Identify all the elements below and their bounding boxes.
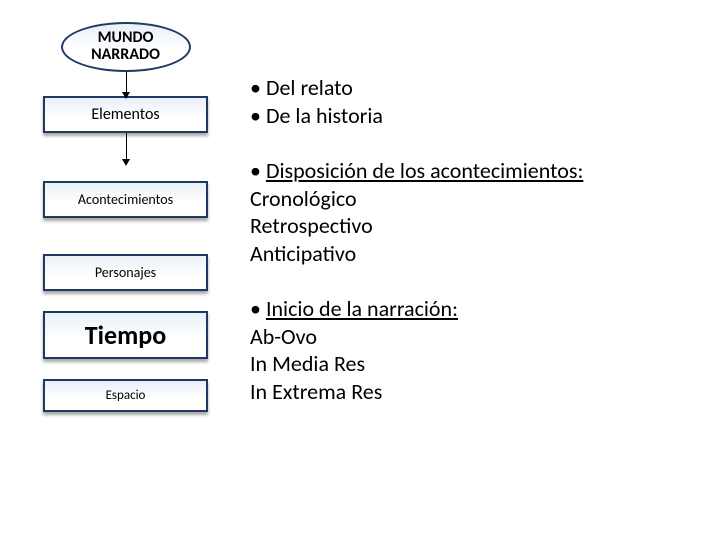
personajes-label: Personajes xyxy=(95,264,156,281)
acontecimientos-node: Acontecimientos xyxy=(43,181,208,218)
tiempo-label: Tiempo xyxy=(85,319,166,351)
elementos-label: Elementos xyxy=(91,105,159,124)
bullet-line: • De la historia xyxy=(250,102,690,130)
block-relato: • Del relato • De la historia xyxy=(250,74,690,129)
elementos-node: Elementos xyxy=(43,96,208,133)
espacio-node: Espacio xyxy=(43,379,208,412)
personajes-node: Personajes xyxy=(43,254,208,291)
b2-line1: Retrospectivo xyxy=(250,212,690,240)
block-inicio: • Inicio de la narración: Ab-Ovo In Medi… xyxy=(250,295,690,405)
bullet-line: • Del relato xyxy=(250,74,690,102)
left-column: MUNDO NARRADO Elementos Acontecimientos … xyxy=(38,22,213,418)
b1-item1: De la historia xyxy=(266,102,383,129)
arrow-elementos-down xyxy=(38,139,213,167)
b3-heading: Inicio de la narración: xyxy=(266,295,458,322)
bullet-heading: • Inicio de la narración: xyxy=(250,295,690,323)
root-label: MUNDO NARRADO xyxy=(63,30,189,64)
b3-line2: In Extrema Res xyxy=(250,378,690,406)
acontecimientos-label: Acontecimientos xyxy=(78,191,173,208)
right-column: • Del relato • De la historia • Disposic… xyxy=(250,74,690,433)
b3-line1: In Media Res xyxy=(250,350,690,378)
b2-line2: Anticipativo xyxy=(250,240,690,268)
block-disposicion: • Disposición de los acontecimientos: Cr… xyxy=(250,157,690,267)
tiempo-node: Tiempo xyxy=(43,311,208,359)
bullet-heading: • Disposición de los acontecimientos: xyxy=(250,157,690,185)
b2-line0: Cronológico xyxy=(250,185,690,213)
b1-item0: Del relato xyxy=(266,74,353,101)
b2-heading: Disposición de los acontecimientos: xyxy=(266,157,583,184)
b3-line0: Ab-Ovo xyxy=(250,323,690,351)
root-node: MUNDO NARRADO xyxy=(61,22,191,72)
arrow-root-to-elementos xyxy=(38,82,213,96)
espacio-label: Espacio xyxy=(106,388,146,403)
